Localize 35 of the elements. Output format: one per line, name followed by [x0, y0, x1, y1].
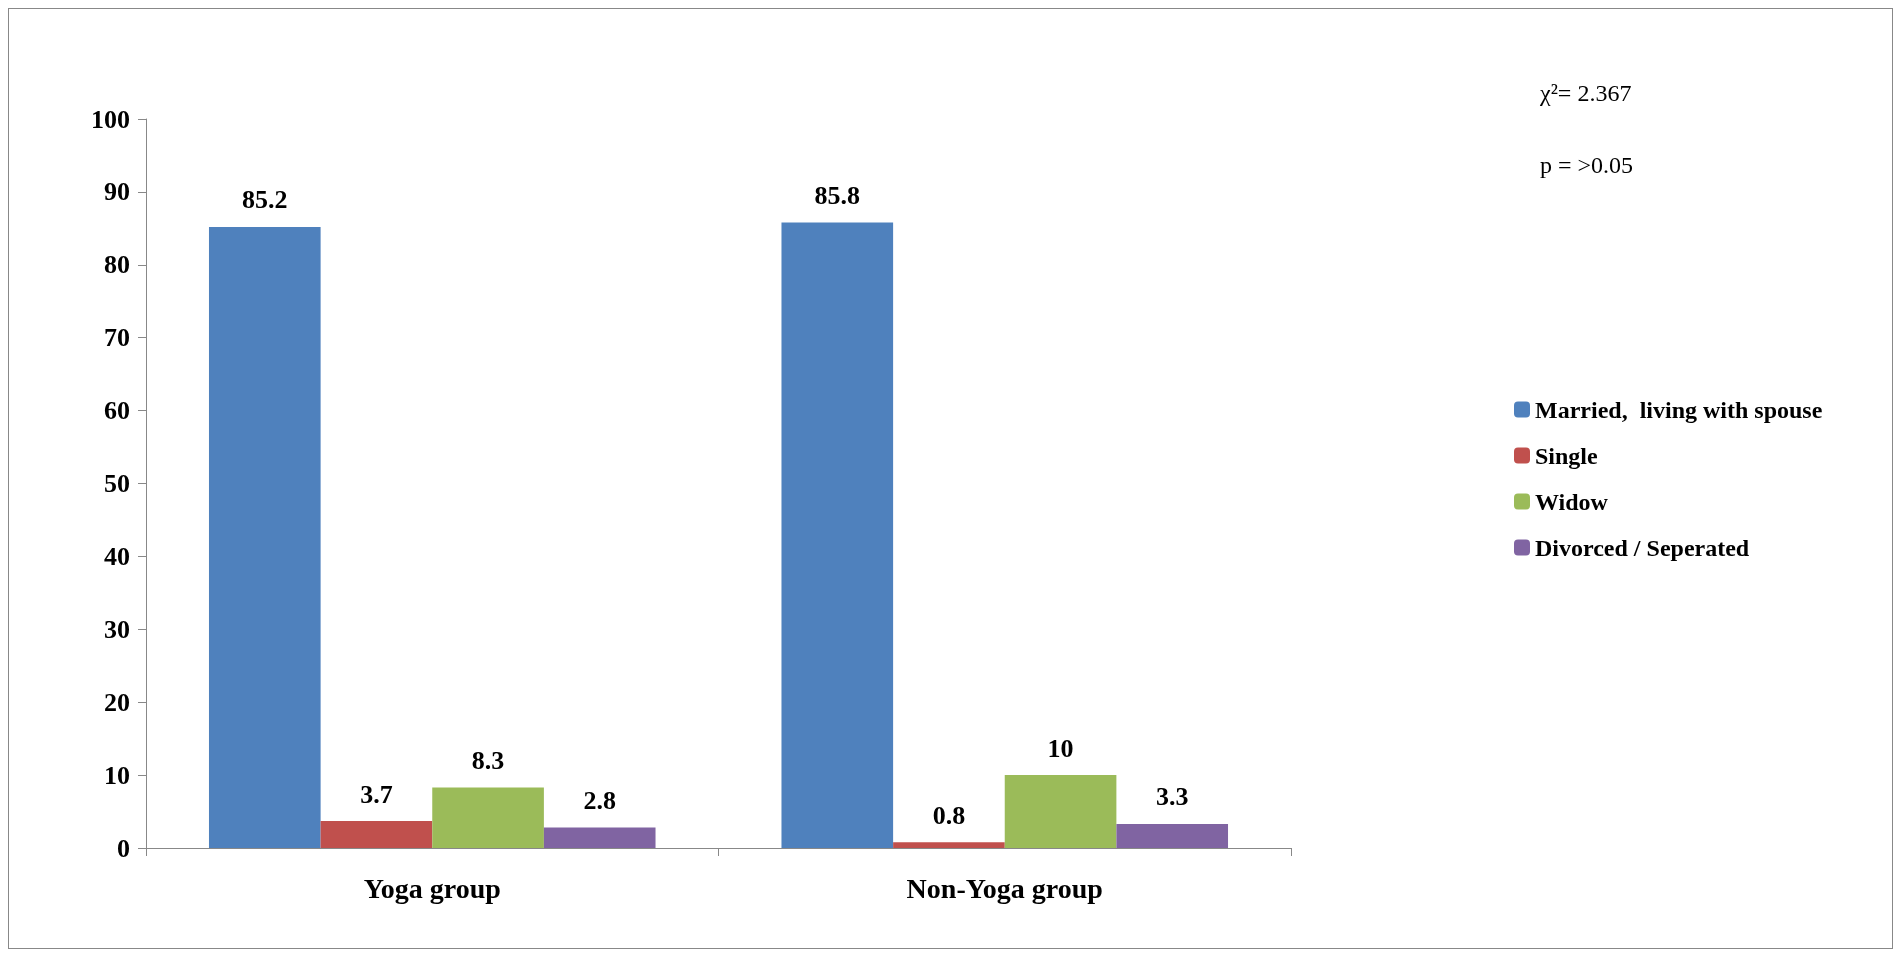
bar	[432, 787, 544, 848]
bar	[543, 827, 656, 848]
y-tick-label: 10	[104, 760, 130, 790]
bar	[1004, 775, 1117, 848]
legend-label: Widow	[1535, 488, 1609, 515]
y-tick-label: 30	[104, 614, 130, 644]
y-tick-label: 40	[104, 541, 130, 571]
x-tick-label: Yoga group	[363, 872, 501, 904]
y-tick-label: 60	[104, 396, 130, 426]
bar	[781, 222, 894, 848]
data-label: 2.8	[583, 786, 616, 816]
bar	[893, 842, 1005, 848]
y-tick-label: 0	[117, 833, 130, 863]
data-label: 3.3	[1155, 782, 1189, 812]
legend-label: Married, living with spouse	[1535, 396, 1823, 423]
y-tick-label: 90	[104, 177, 130, 207]
bar	[1116, 823, 1229, 848]
y-tick-label: 100	[91, 104, 130, 134]
data-label: 85.2	[242, 185, 288, 215]
y-tick-label: 80	[104, 250, 130, 280]
bar	[320, 821, 433, 848]
data-label: 10	[1047, 733, 1074, 763]
legend-label: Divorced / Seperated	[1535, 534, 1750, 561]
text: p = >0.05	[1540, 152, 1634, 178]
y-tick-label: 50	[104, 469, 130, 498]
data-label: 8.3	[471, 745, 505, 775]
data-label: 3.7	[360, 779, 393, 809]
x-tick-label: Non-Yoga group	[906, 872, 1103, 904]
bar	[208, 226, 321, 848]
y-tick-label: 70	[104, 323, 130, 353]
data-label: 0.8	[932, 800, 966, 830]
text: χ²= 2.367	[1539, 80, 1632, 106]
data-label: 85.8	[814, 181, 861, 211]
y-tick-label: 20	[104, 687, 130, 717]
legend-label: Single	[1535, 442, 1599, 469]
